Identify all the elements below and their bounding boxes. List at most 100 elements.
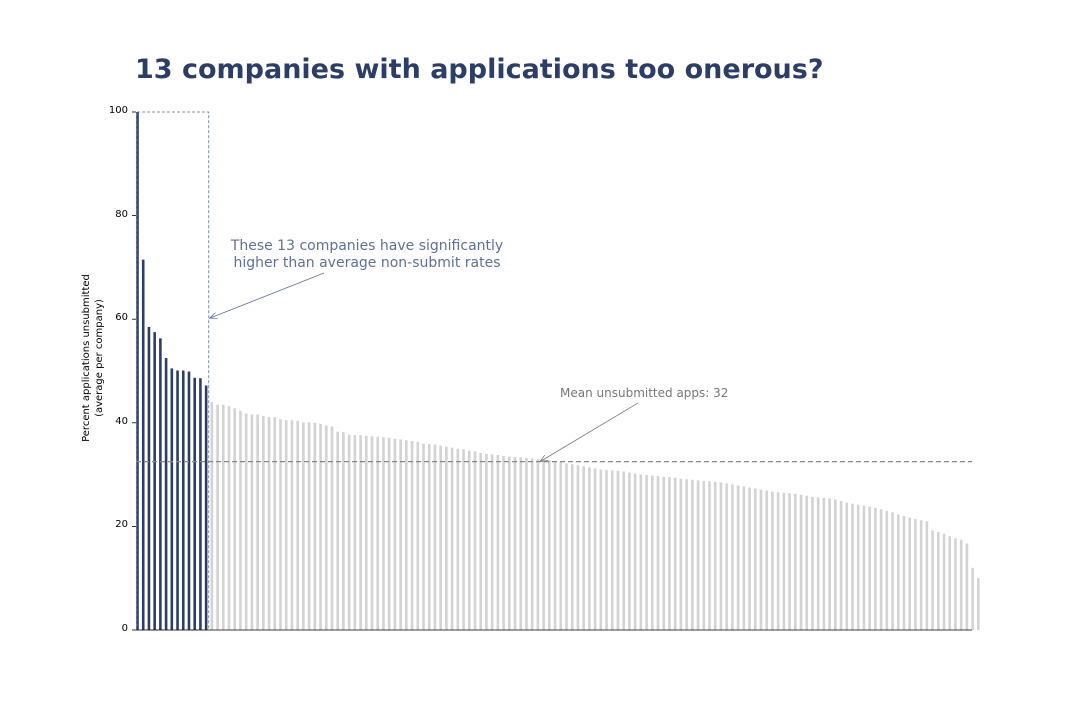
highlight-annotation-line-1: These 13 companies have significantly bbox=[230, 238, 504, 254]
bar bbox=[439, 445, 442, 630]
bar bbox=[445, 446, 448, 630]
bar-highlighted bbox=[141, 259, 145, 630]
bar bbox=[708, 481, 711, 630]
bar bbox=[885, 510, 889, 630]
bar bbox=[353, 435, 357, 630]
bar bbox=[262, 416, 265, 630]
bar bbox=[828, 498, 831, 630]
bar bbox=[536, 459, 540, 630]
bar bbox=[582, 466, 585, 630]
bar bbox=[702, 480, 706, 630]
bar bbox=[942, 533, 946, 630]
bar bbox=[296, 420, 299, 630]
bar bbox=[845, 502, 849, 630]
bar bbox=[376, 436, 380, 630]
bar bbox=[782, 492, 786, 630]
bar bbox=[691, 479, 694, 630]
bar-highlighted bbox=[181, 370, 185, 630]
bar bbox=[896, 514, 900, 630]
bar bbox=[713, 481, 717, 630]
bar bbox=[256, 414, 259, 630]
bar bbox=[387, 437, 391, 630]
mean-arrowhead bbox=[539, 454, 548, 463]
bar bbox=[576, 465, 580, 630]
bar-highlighted bbox=[204, 385, 208, 630]
y-tick-label: 0 bbox=[121, 623, 128, 634]
bar bbox=[284, 420, 288, 630]
bar bbox=[290, 420, 294, 630]
bar bbox=[668, 477, 671, 630]
bar bbox=[239, 410, 242, 630]
bar bbox=[811, 496, 814, 630]
bar bbox=[822, 497, 826, 630]
mean-annotation-arrow bbox=[539, 402, 639, 462]
bar bbox=[651, 475, 654, 630]
bar bbox=[799, 494, 803, 630]
bar bbox=[227, 406, 231, 630]
bar bbox=[359, 435, 362, 630]
y-tick-label: 60 bbox=[115, 312, 128, 324]
bar bbox=[731, 484, 734, 630]
bar bbox=[370, 436, 374, 630]
bar bbox=[851, 503, 854, 630]
y-axis-label-line-1: Percent applications unsubmitted bbox=[81, 274, 92, 442]
bar bbox=[748, 487, 751, 630]
bar bbox=[313, 422, 317, 630]
bar bbox=[765, 490, 768, 630]
bar bbox=[959, 539, 963, 630]
bar-highlighted bbox=[159, 338, 162, 630]
bar bbox=[622, 471, 625, 630]
bar bbox=[427, 444, 431, 630]
y-tick-label: 80 bbox=[115, 208, 128, 220]
bar bbox=[879, 509, 883, 630]
bar bbox=[479, 452, 482, 630]
bar bbox=[788, 493, 791, 630]
bar bbox=[570, 464, 574, 630]
bar bbox=[891, 512, 894, 630]
bar bbox=[513, 456, 517, 630]
bar bbox=[948, 536, 952, 630]
chart-title: 13 companies with applications too onero… bbox=[135, 54, 824, 85]
bar bbox=[914, 519, 917, 630]
bar bbox=[525, 458, 528, 630]
bar bbox=[593, 468, 597, 630]
bar bbox=[410, 440, 414, 630]
bar bbox=[628, 472, 631, 630]
highlight-annotation: These 13 companies have significantly hi… bbox=[222, 238, 512, 272]
bar bbox=[324, 425, 328, 630]
y-ticks-group bbox=[132, 111, 136, 631]
bar bbox=[868, 506, 871, 630]
bar bbox=[599, 469, 603, 630]
bar bbox=[856, 504, 860, 630]
bar-highlighted bbox=[164, 358, 168, 630]
bar bbox=[696, 480, 700, 630]
bar bbox=[834, 499, 837, 630]
bar bbox=[839, 501, 843, 630]
bar bbox=[862, 505, 866, 630]
bar-highlighted bbox=[176, 370, 179, 630]
bar bbox=[548, 460, 551, 630]
bar bbox=[330, 426, 334, 630]
bar bbox=[342, 432, 345, 630]
bar bbox=[250, 414, 254, 630]
bar-highlighted bbox=[199, 378, 202, 630]
bar bbox=[645, 475, 648, 630]
bar bbox=[931, 530, 934, 630]
bar bbox=[919, 520, 923, 630]
highlight-annotation-line-2: higher than average non-submit rates bbox=[233, 255, 501, 271]
bar bbox=[433, 444, 437, 630]
bar bbox=[210, 402, 214, 630]
bar bbox=[977, 578, 980, 630]
bar bbox=[902, 516, 906, 630]
bar bbox=[874, 507, 877, 630]
bar bbox=[908, 517, 911, 630]
bar bbox=[490, 454, 494, 630]
y-tick-label: 40 bbox=[115, 415, 128, 427]
bar bbox=[502, 455, 505, 630]
bar bbox=[937, 532, 940, 630]
bar bbox=[662, 476, 666, 630]
bar bbox=[965, 543, 969, 630]
bar bbox=[759, 489, 763, 630]
bar bbox=[588, 467, 591, 630]
